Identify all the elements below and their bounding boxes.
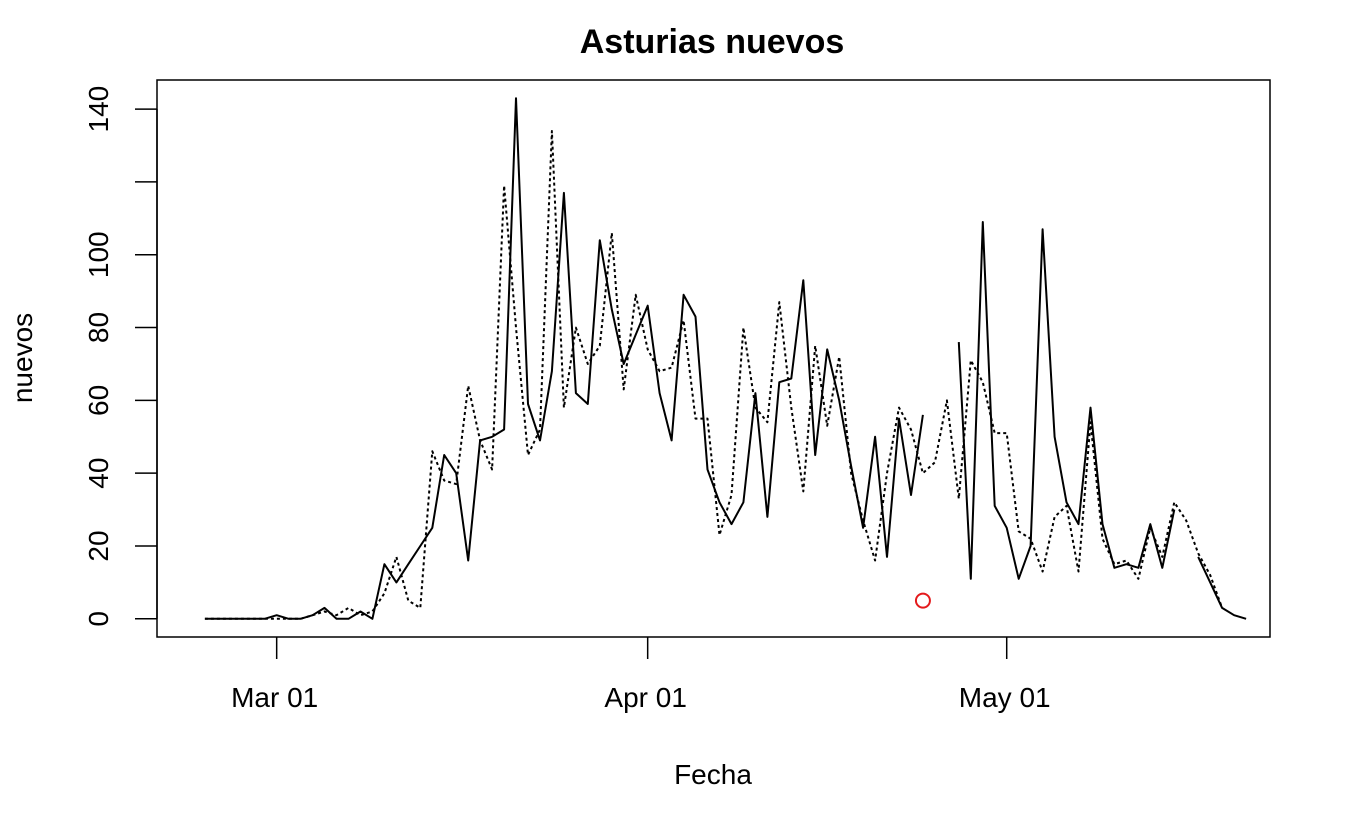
series-layer [204, 97, 1247, 620]
x-axis-label: Fecha [674, 759, 752, 790]
y-axis: 0 20 40 60 80 100 140 [83, 86, 158, 627]
y-tick-label-3: 60 [83, 385, 114, 416]
y-tick-label-5: 100 [83, 231, 114, 278]
plot-frame [156, 79, 1271, 638]
y-tick-label-1: 20 [83, 530, 114, 561]
y-tick-label-7: 140 [83, 86, 114, 133]
marker-point-0 [914, 592, 931, 609]
y-tick-label-0: 0 [83, 611, 114, 627]
series-line-0 [204, 97, 1247, 620]
y-axis-label: nuevos [7, 313, 38, 403]
chart-title: Asturias nuevos [580, 23, 845, 61]
y-tick-label-2: 40 [83, 458, 114, 489]
x-tick-label-2: May 01 [959, 682, 1051, 713]
x-tick-label-0: Mar 01 [231, 682, 318, 713]
series-line-1 [204, 130, 1224, 620]
x-axis: Mar 01 Apr 01 May 01 [231, 637, 1051, 713]
marker-layer [914, 592, 931, 609]
x-tick-label-1: Apr 01 [604, 682, 687, 713]
y-tick-label-4: 80 [83, 312, 114, 343]
